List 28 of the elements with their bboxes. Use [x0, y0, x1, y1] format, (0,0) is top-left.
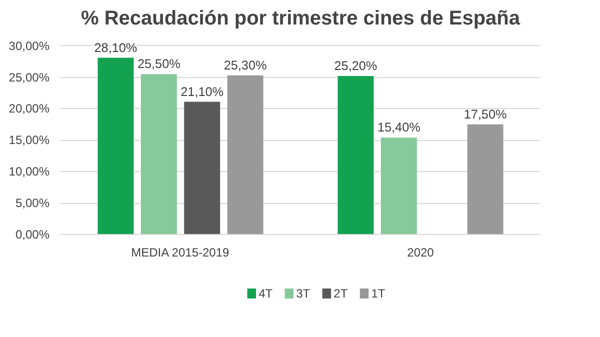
data-label: 25,50%: [137, 57, 180, 72]
data-label: 15,40%: [377, 120, 420, 135]
bar: [338, 76, 374, 234]
legend-label: 3T: [296, 286, 311, 300]
bar: [140, 74, 177, 234]
y-tick-label: 30,00%: [8, 38, 50, 53]
y-tick-label: 10,00%: [8, 164, 50, 179]
y-tick-label: 0,00%: [15, 228, 50, 242]
data-label: 21,10%: [180, 84, 224, 99]
y-tick-label: 20,00%: [8, 102, 50, 116]
x-tick-label: 2020: [407, 246, 434, 260]
legend-label: 2T: [334, 286, 348, 300]
bar: [98, 58, 134, 234]
y-tick-label: 15,00%: [8, 133, 50, 148]
bar: [227, 75, 264, 234]
data-label: 25,30%: [224, 58, 267, 72]
chart-title: % Recaudación por trimestre cines de España: [80, 8, 521, 30]
data-label: 17,50%: [464, 107, 507, 122]
bar: [184, 102, 220, 234]
data-label: 25,20%: [334, 59, 378, 74]
bar: [380, 138, 417, 234]
y-tick-label: 5,00%: [15, 196, 50, 210]
x-tick-label: MEDIA 2015-2019: [131, 246, 230, 260]
legend-label: 1T: [371, 286, 386, 300]
data-label: 28,10%: [94, 40, 138, 55]
legend-label: 4T: [258, 286, 274, 300]
y-tick-label: 25,00%: [8, 70, 50, 84]
bar: [467, 124, 504, 234]
